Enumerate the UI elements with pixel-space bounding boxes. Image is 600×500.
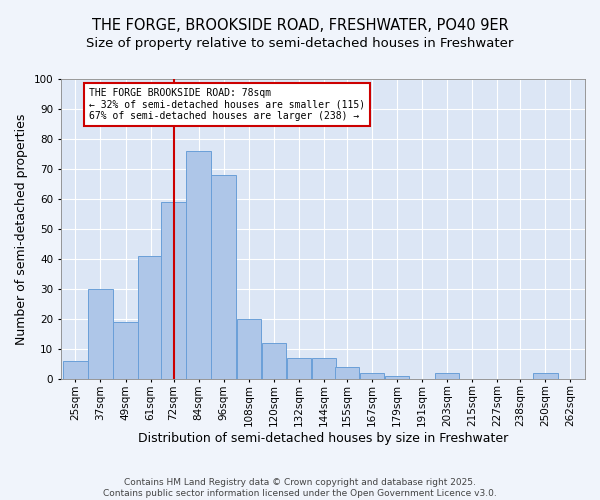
Bar bbox=[335, 367, 359, 379]
Text: THE FORGE BROOKSIDE ROAD: 78sqm
← 32% of semi-detached houses are smaller (115)
: THE FORGE BROOKSIDE ROAD: 78sqm ← 32% of… bbox=[89, 88, 365, 121]
Bar bbox=[139, 256, 163, 379]
Bar bbox=[161, 202, 186, 379]
Text: Contains HM Land Registry data © Crown copyright and database right 2025.
Contai: Contains HM Land Registry data © Crown c… bbox=[103, 478, 497, 498]
Text: Size of property relative to semi-detached houses in Freshwater: Size of property relative to semi-detach… bbox=[86, 38, 514, 51]
Bar bbox=[211, 175, 236, 379]
Bar bbox=[63, 361, 88, 379]
Bar bbox=[236, 319, 261, 379]
Bar bbox=[385, 376, 409, 379]
Bar bbox=[435, 373, 460, 379]
Bar bbox=[88, 289, 113, 379]
Bar bbox=[262, 343, 286, 379]
Bar bbox=[187, 151, 211, 379]
Y-axis label: Number of semi-detached properties: Number of semi-detached properties bbox=[15, 113, 28, 344]
Bar bbox=[287, 358, 311, 379]
Bar bbox=[360, 373, 384, 379]
X-axis label: Distribution of semi-detached houses by size in Freshwater: Distribution of semi-detached houses by … bbox=[138, 432, 508, 445]
Text: THE FORGE, BROOKSIDE ROAD, FRESHWATER, PO40 9ER: THE FORGE, BROOKSIDE ROAD, FRESHWATER, P… bbox=[92, 18, 508, 32]
Bar bbox=[312, 358, 336, 379]
Bar bbox=[113, 322, 138, 379]
Bar bbox=[533, 373, 557, 379]
